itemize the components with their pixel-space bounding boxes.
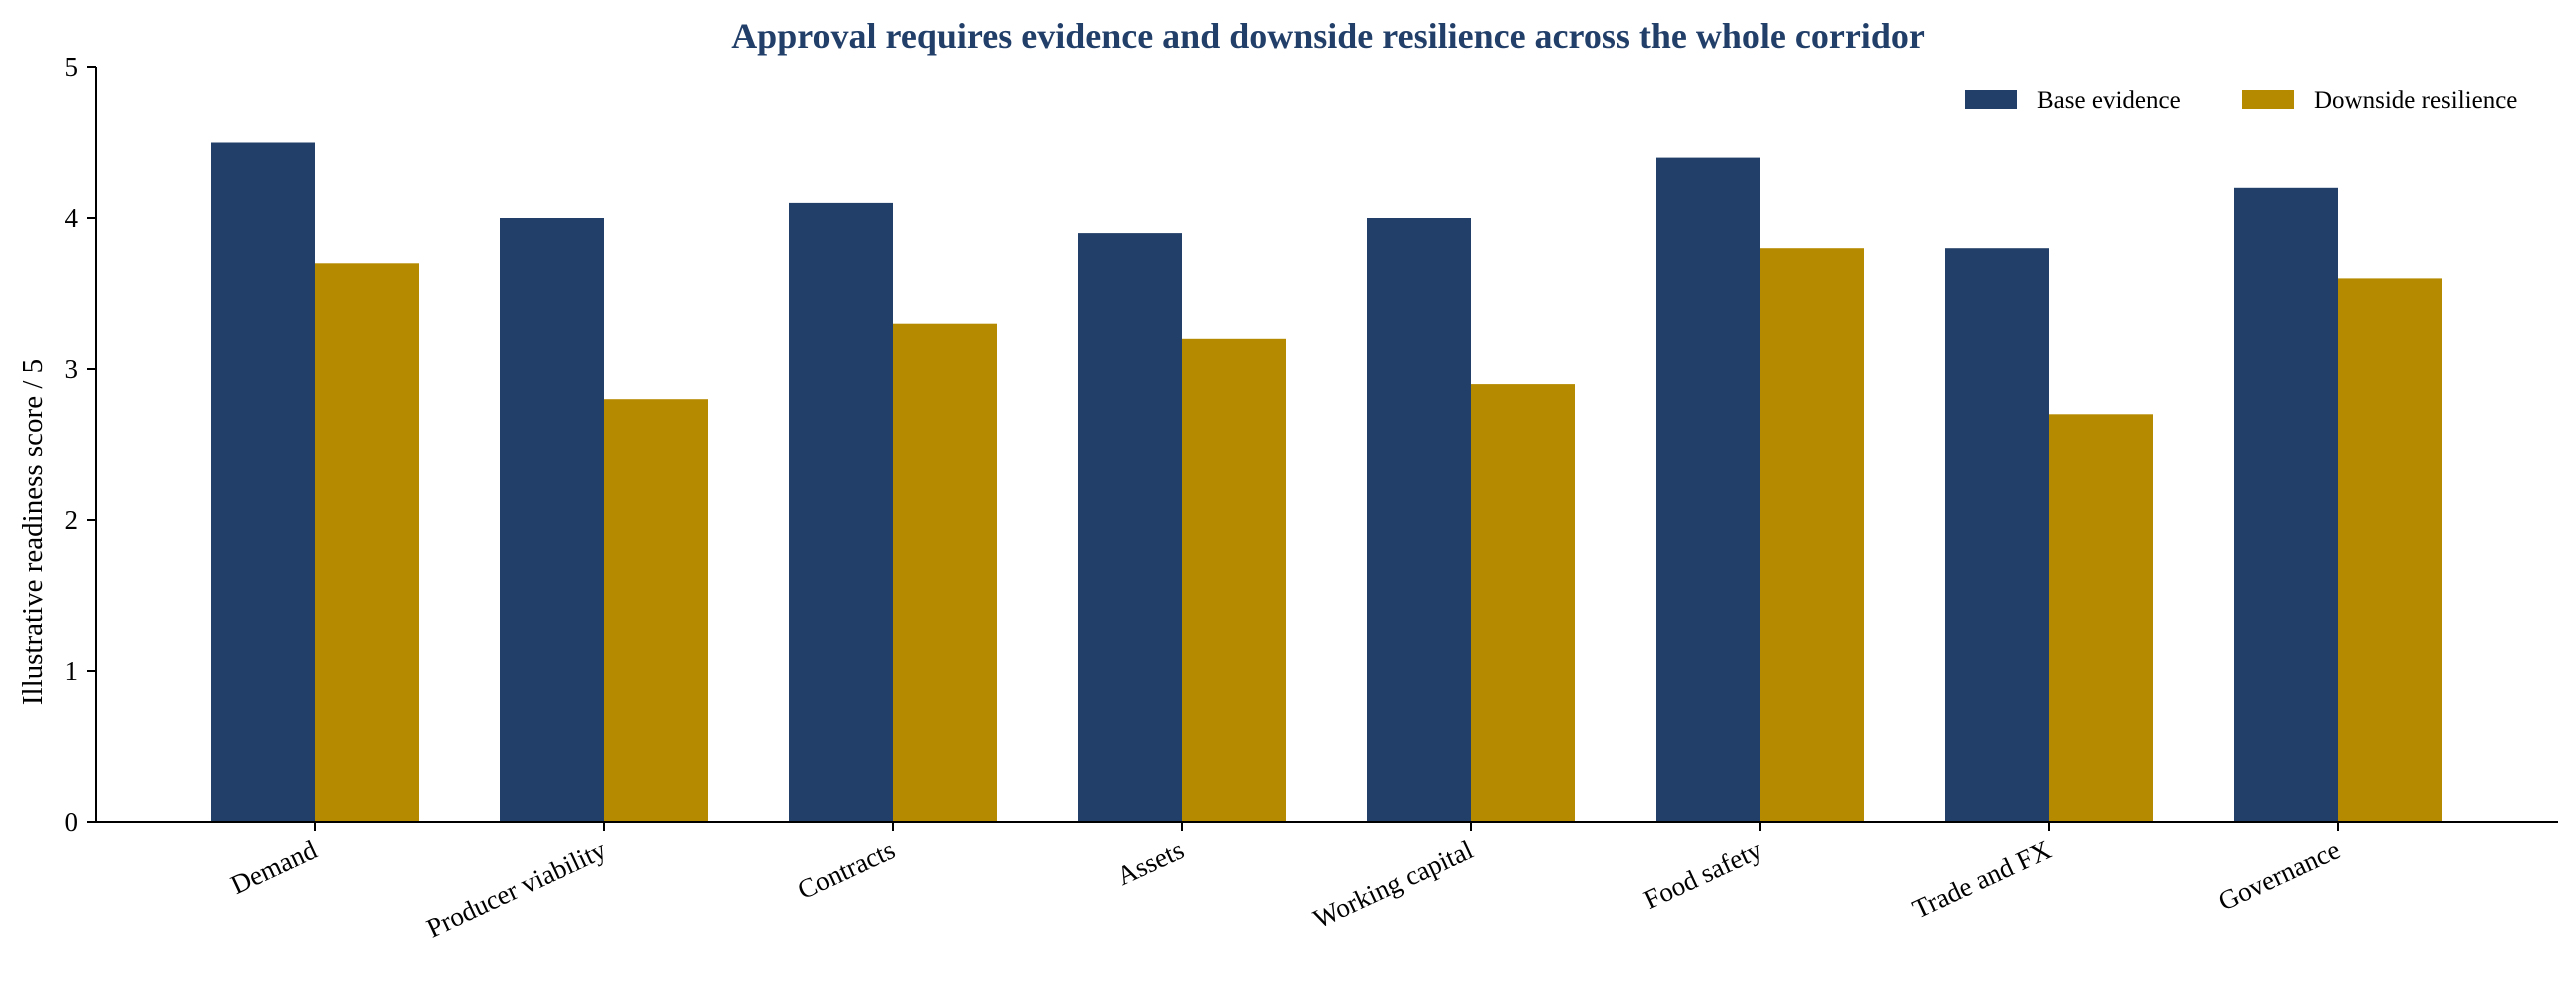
plot-area: 0 1 2 3 4 5 Demand Producer viability Contracts A…	[65, 52, 2558, 944]
x-tick-label: Producer viability	[422, 834, 611, 943]
bar-downside-resilience-3	[1182, 338, 1286, 822]
legend: Base evidence Downside resilience	[1965, 87, 2517, 114]
x-tick-label: Governance	[2214, 834, 2345, 916]
bar-base-evidence-2	[789, 202, 893, 822]
bar-base-evidence-0	[211, 142, 315, 822]
legend-label-0: Base evidence	[2037, 87, 2181, 114]
bar-base-evidence-3	[1078, 233, 1182, 823]
bar-base-evidence-6	[1945, 248, 2049, 822]
y-tick-label: 3	[65, 354, 79, 384]
y-tick-label: 1	[65, 656, 79, 686]
bar-downside-resilience-7	[2338, 278, 2442, 822]
x-tick-label: Contracts	[793, 834, 899, 905]
x-tick-label: Assets	[1112, 834, 1189, 891]
x-tick-label: Trade and FX	[1908, 834, 2056, 924]
bar-downside-resilience-5	[1760, 248, 1864, 822]
bar-downside-resilience-2	[893, 323, 997, 822]
legend-label-1: Downside resilience	[2314, 87, 2517, 114]
bar-base-evidence-4	[1367, 218, 1471, 822]
x-tick-label: Working capital	[1308, 834, 1477, 934]
bar-downside-resilience-0	[315, 263, 419, 822]
y-axis-label: Illustrative readiness score / 5	[17, 359, 49, 705]
y-tick-label: 4	[65, 203, 79, 233]
bar-base-evidence-5	[1656, 157, 1760, 823]
bar-base-evidence-1	[500, 218, 604, 822]
bar-base-evidence-7	[2234, 187, 2338, 823]
x-tick-label: Food safety	[1639, 834, 1767, 915]
x-tick-label: Demand	[226, 834, 322, 900]
y-tick-label: 0	[65, 807, 79, 837]
bar-downside-resilience-1	[604, 399, 708, 822]
chart-title: Approval requires evidence and downside …	[731, 16, 1925, 56]
bar-downside-resilience-6	[2049, 414, 2153, 822]
bar-downside-resilience-4	[1471, 384, 1575, 822]
y-tick-label: 5	[65, 52, 79, 82]
legend-swatch-0	[1965, 90, 2017, 109]
y-tick-label: 2	[65, 505, 79, 535]
legend-swatch-1	[2242, 90, 2294, 109]
